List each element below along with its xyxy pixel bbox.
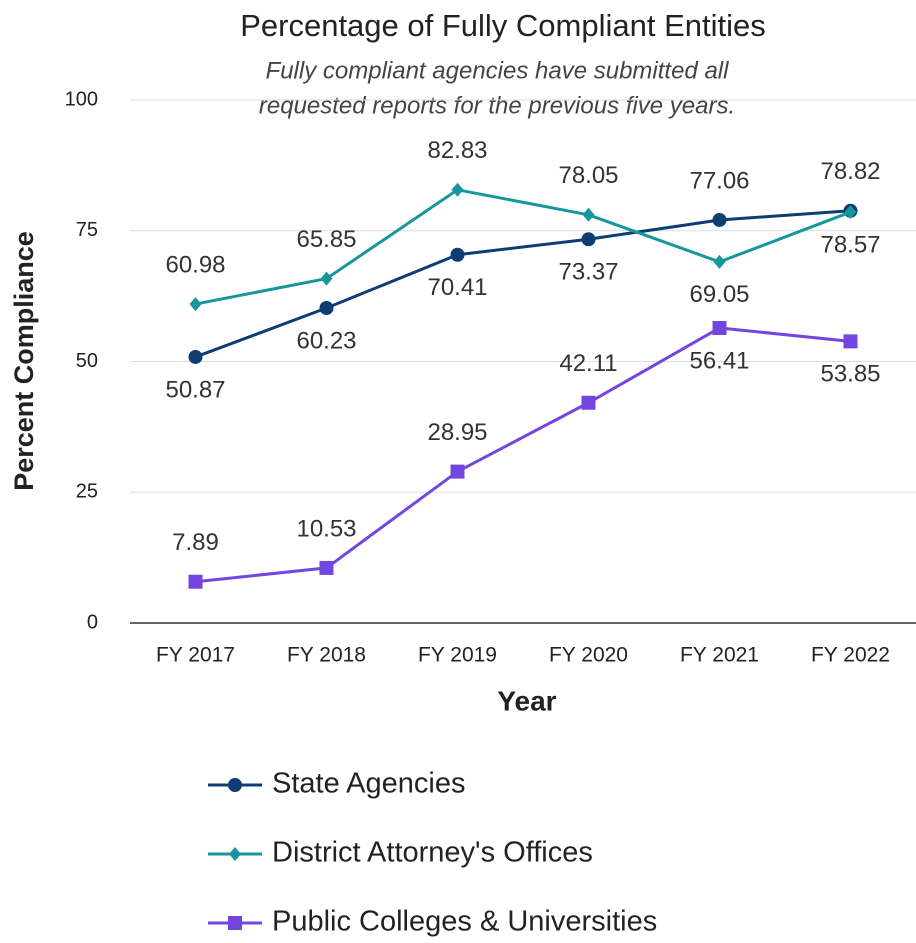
y-tick-label: 0 [87,611,98,633]
series-line [195,326,851,584]
y-tick-label: 100 [65,88,98,110]
x-tick-label: FY 2019 [418,644,497,667]
y-axis-label: Percent Compliance [9,231,39,491]
x-axis-label: Year [497,685,556,716]
legend-label: District Attorney's Offices [272,837,593,869]
y-tick-label: 50 [76,350,98,372]
chart-title: Percentage of Fully Compliant Entities [240,8,766,43]
data-point [188,349,203,364]
x-tick-label: FY 2017 [156,644,235,667]
data-point [581,395,596,410]
data-label: 69.05 [689,281,749,308]
data-point [581,232,596,247]
x-tick-label: FY 2018 [287,644,366,667]
legend-label: Public Colleges & Universities [272,906,657,938]
legend-marker [228,778,242,792]
data-label: 78.57 [820,231,880,258]
data-point [713,254,726,269]
data-point [450,247,465,262]
data-label: 10.53 [296,515,356,542]
data-point [582,207,595,222]
data-point [320,271,333,286]
chart-subtitle: Fully compliant agencies have submitted … [266,57,730,84]
data-label: 70.41 [427,274,487,301]
data-label: 78.05 [558,162,618,189]
data-point [712,320,727,335]
data-label: 42.11 [559,350,617,377]
data-point [451,182,464,197]
data-label: 60.98 [165,251,225,278]
data-label: 50.87 [165,376,225,403]
series-line [195,188,852,306]
legend-marker [228,916,242,930]
data-point [844,205,857,220]
legend-marker [229,847,241,861]
data-label: 60.23 [296,327,356,354]
data-label: 78.82 [820,158,880,185]
y-tick-label: 25 [76,481,98,503]
x-tick-label: FY 2020 [549,644,628,667]
data-label: 7.89 [172,529,219,556]
data-point [188,574,203,589]
data-label: 28.95 [427,419,487,446]
data-point [450,464,465,479]
x-tick-label: FY 2022 [811,644,890,667]
data-point [712,212,727,227]
chart-subtitle: requested reports for the previous five … [259,92,735,119]
x-tick-label: FY 2021 [680,644,759,667]
data-point [319,560,334,575]
data-label: 53.85 [820,361,880,388]
data-label: 82.83 [427,137,487,164]
data-label: 65.85 [296,226,356,253]
y-tick-label: 75 [76,219,98,241]
data-label: 56.41 [689,347,749,374]
data-point [189,297,202,312]
data-label: 73.37 [558,259,618,286]
data-label: 77.06 [689,167,749,194]
series-line [194,209,851,359]
data-point [843,334,858,349]
legend-label: State Agencies [272,768,465,800]
data-point [319,300,334,315]
